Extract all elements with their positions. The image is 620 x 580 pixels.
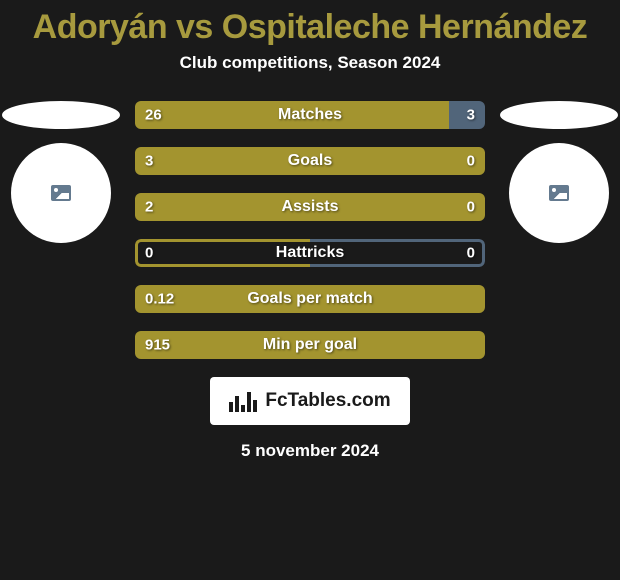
player-right — [500, 101, 618, 243]
stat-value-left: 2 — [145, 199, 153, 216]
flag-right — [500, 101, 618, 129]
comparison-title: Adoryán vs Ospitaleche Hernández — [0, 0, 620, 47]
stat-value-right: 0 — [467, 245, 475, 262]
stat-label: Min per goal — [263, 336, 357, 354]
stat-label: Hattricks — [276, 244, 344, 262]
avatar-right — [509, 143, 609, 243]
stat-row: Min per goal 915 — [135, 331, 485, 359]
brand-badge: FcTables.com — [210, 377, 410, 425]
flag-left — [2, 101, 120, 129]
stats-bars: Matches263Goals30Assists20Hattricks00Goa… — [135, 101, 485, 359]
stat-value-left: 0 — [145, 245, 153, 262]
stat-value-right: 0 — [467, 153, 475, 170]
placeholder-image-icon — [51, 185, 71, 201]
stat-label: Goals — [288, 152, 332, 170]
stat-label: Matches — [278, 106, 342, 124]
player-left — [2, 101, 120, 243]
stat-row: Goals per match 0.12 — [135, 285, 485, 313]
comparison-main: Matches263Goals30Assists20Hattricks00Goa… — [0, 101, 620, 359]
brand-text: FcTables.com — [265, 390, 390, 412]
stat-value-right: 0 — [467, 199, 475, 216]
stat-row: Matches 26 3 — [135, 101, 485, 129]
placeholder-image-icon — [549, 185, 569, 201]
stat-label: Goals per match — [247, 290, 372, 308]
comparison-date: 5 november 2024 — [0, 441, 620, 461]
stat-value-left: 26 — [145, 107, 162, 124]
stat-row: Goals 3 0 — [135, 147, 485, 175]
comparison-subtitle: Club competitions, Season 2024 — [0, 53, 620, 73]
avatar-left — [11, 143, 111, 243]
stat-value-right: 3 — [467, 107, 475, 124]
stat-row: Hattricks 0 0 — [135, 239, 485, 267]
stat-value-left: 0.12 — [145, 291, 174, 308]
stat-value-left: 915 — [145, 337, 170, 354]
stat-label: Assists — [282, 198, 339, 216]
stat-value-left: 3 — [145, 153, 153, 170]
stat-row: Assists 2 0 — [135, 193, 485, 221]
bar-chart-icon — [229, 390, 259, 412]
